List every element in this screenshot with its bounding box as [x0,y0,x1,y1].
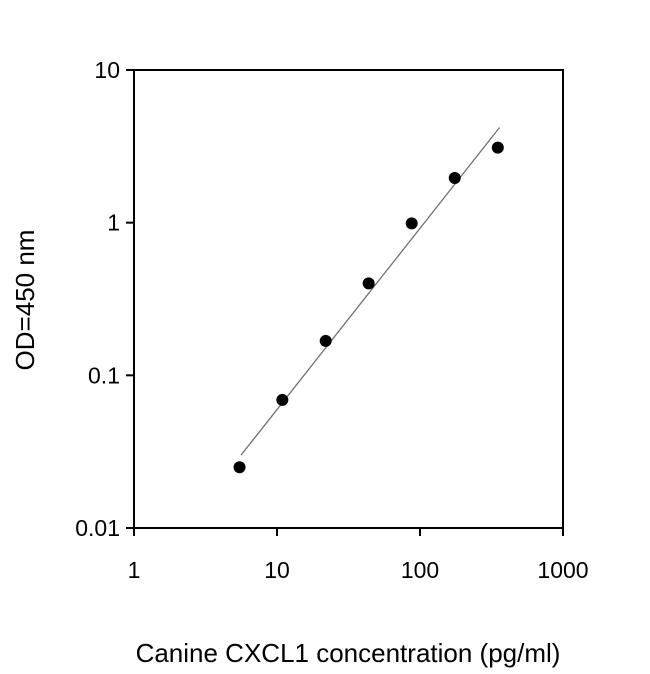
regression-line [240,127,501,456]
x-tick-label: 100 [401,557,439,583]
data-point [405,217,418,230]
data-point [233,461,246,474]
plot-frame [133,69,564,529]
y-tick-label: 0.01 [75,515,120,541]
axis-ticks [126,69,564,536]
data-point [448,172,461,185]
fit-line [240,127,501,456]
x-axis-title: Canine CXCL1 concentration (pg/ml) [136,638,561,668]
y-tick-label: 1 [107,210,120,236]
x-tick-label: 1000 [537,557,588,583]
data-point [362,277,375,290]
data-point [491,141,504,154]
y-tick-label: 0.1 [88,362,120,388]
x-tick-label: 1 [128,557,141,583]
data-points [233,141,504,474]
data-point [319,334,332,347]
data-point [276,393,289,406]
y-axis-title: OD=450 nm [10,230,40,371]
y-tick-label: 10 [94,57,120,83]
axis-tick-labels: 1 10 100 1000 0.01 0.1 1 10 [75,57,588,583]
x-tick-label: 10 [264,557,290,583]
